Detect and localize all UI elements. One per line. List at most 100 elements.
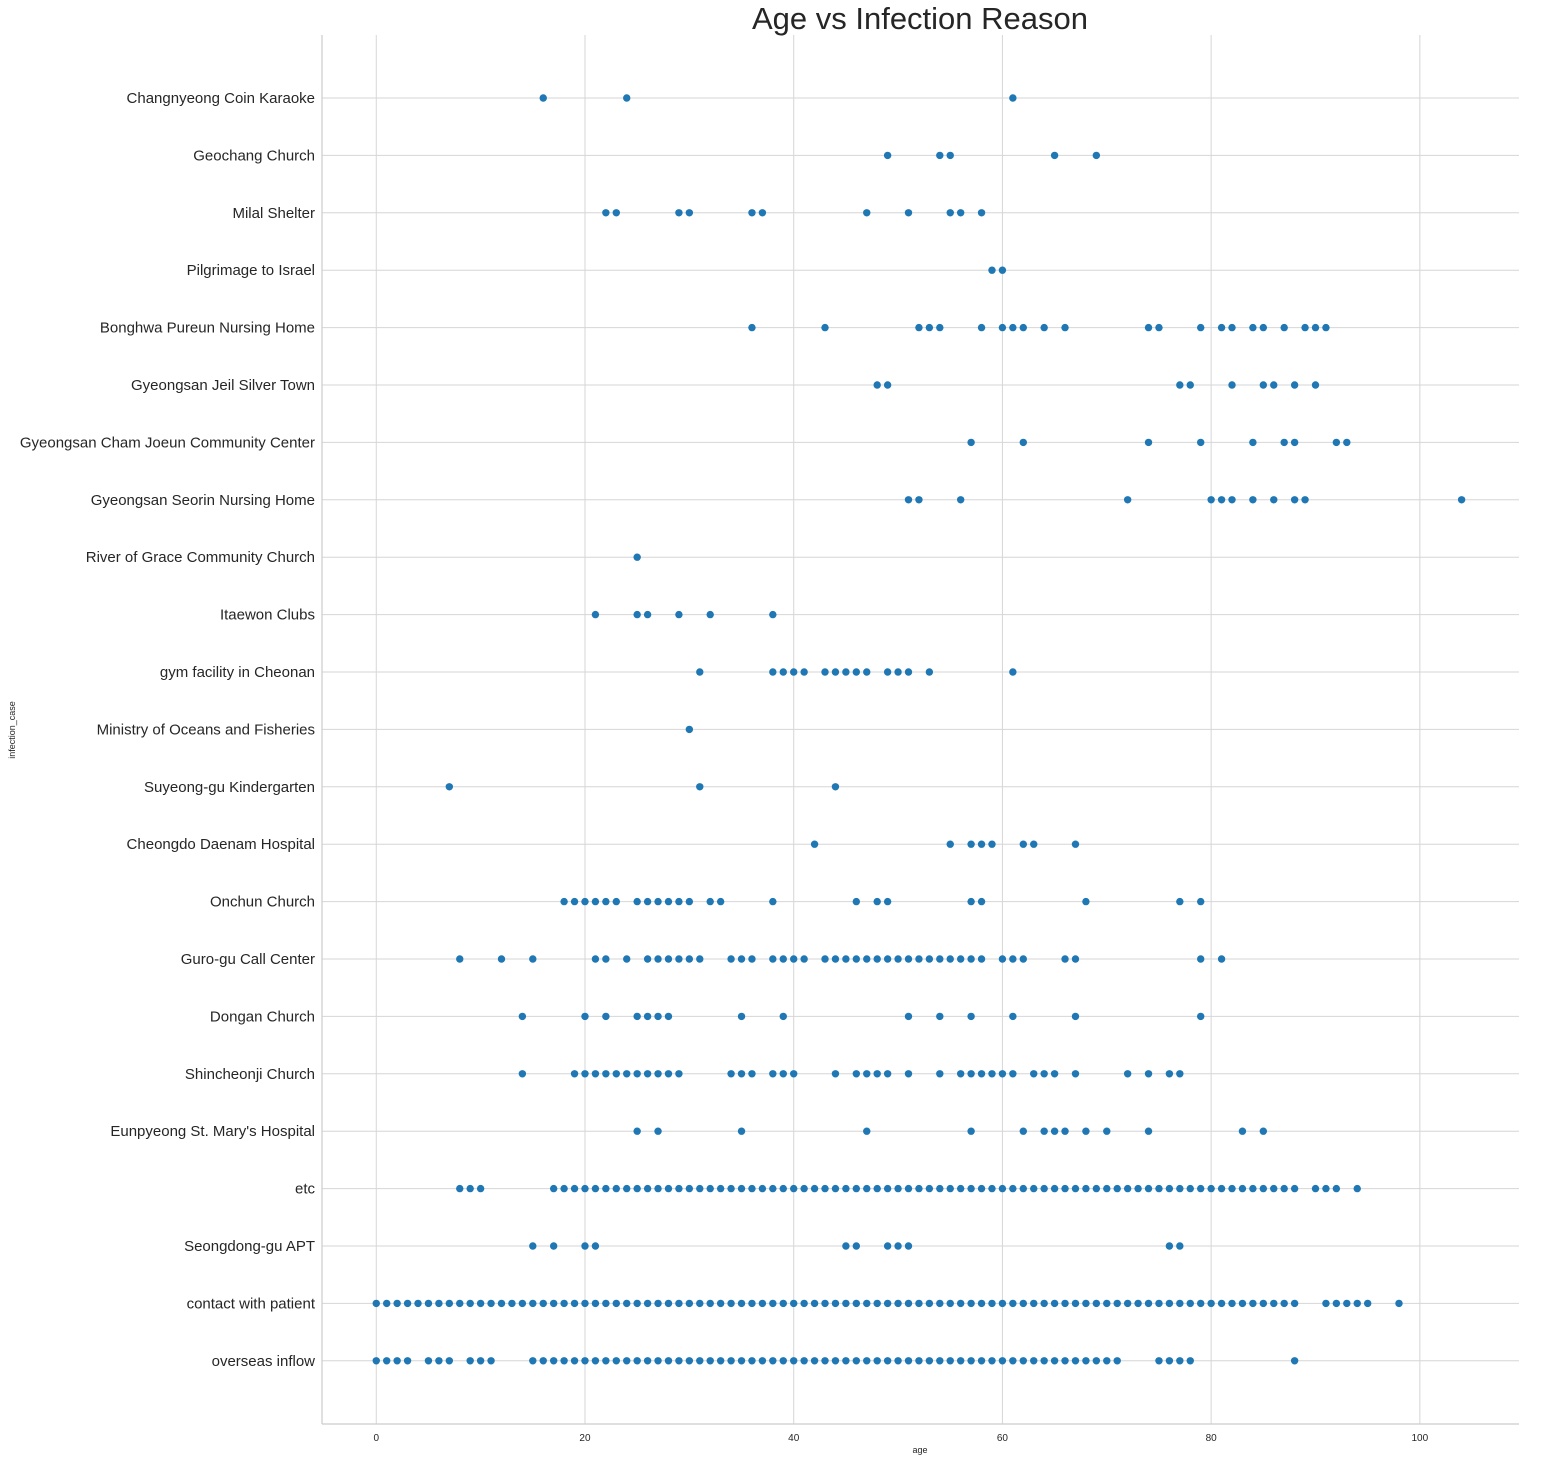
data-point bbox=[393, 1299, 401, 1308]
data-point bbox=[1270, 1184, 1278, 1193]
data-point bbox=[956, 209, 965, 217]
data-point bbox=[946, 955, 954, 963]
data-point bbox=[612, 897, 620, 906]
data-point bbox=[842, 1184, 850, 1193]
data-point bbox=[591, 1242, 600, 1250]
data-point bbox=[560, 1184, 568, 1193]
data-point bbox=[831, 668, 840, 676]
data-point bbox=[737, 1357, 746, 1365]
x-tick-label: 0 bbox=[373, 1433, 379, 1444]
data-point bbox=[456, 955, 464, 963]
data-point bbox=[863, 955, 871, 963]
data-point bbox=[581, 1299, 589, 1308]
data-point bbox=[685, 897, 694, 906]
data-point bbox=[737, 1299, 746, 1308]
data-point bbox=[560, 1299, 568, 1308]
data-point bbox=[863, 209, 871, 217]
data-point bbox=[1113, 1299, 1121, 1308]
data-point bbox=[529, 1299, 537, 1308]
y-tick-label: Gyeongsan Seorin Nursing Home bbox=[91, 492, 315, 509]
grid-lines bbox=[322, 35, 1519, 1424]
data-point bbox=[1092, 1299, 1101, 1308]
data-point bbox=[769, 1070, 777, 1078]
data-point bbox=[643, 1012, 652, 1021]
data-point bbox=[643, 1357, 652, 1365]
data-point bbox=[1009, 1299, 1017, 1308]
data-point bbox=[1270, 496, 1278, 504]
data-point bbox=[1144, 323, 1153, 332]
data-point bbox=[383, 1299, 391, 1308]
data-point bbox=[852, 668, 861, 676]
data-point bbox=[863, 1299, 871, 1308]
data-point bbox=[904, 1242, 913, 1250]
data-point bbox=[383, 1357, 391, 1365]
data-point bbox=[1113, 1184, 1121, 1193]
data-point bbox=[852, 1242, 861, 1250]
data-point bbox=[842, 1357, 850, 1365]
data-point bbox=[445, 1299, 454, 1308]
data-point bbox=[1280, 1299, 1288, 1308]
data-point bbox=[737, 955, 746, 963]
data-point bbox=[977, 209, 986, 217]
data-point bbox=[1311, 323, 1320, 332]
data-point bbox=[852, 897, 861, 906]
y-tick-label: etc bbox=[295, 1181, 316, 1198]
data-point bbox=[1082, 1299, 1090, 1308]
data-point bbox=[1030, 1299, 1038, 1308]
data-point bbox=[591, 897, 600, 906]
data-point bbox=[936, 323, 944, 332]
x-tick-label: 100 bbox=[1412, 1433, 1429, 1444]
x-tick-label: 40 bbox=[788, 1433, 800, 1444]
y-tick-label: Onchun Church bbox=[210, 894, 315, 911]
data-point bbox=[1040, 1184, 1048, 1193]
data-point bbox=[706, 1357, 714, 1365]
data-point bbox=[1009, 1357, 1017, 1365]
data-point bbox=[1165, 1070, 1174, 1078]
data-point bbox=[1290, 1357, 1299, 1365]
data-point bbox=[518, 1070, 527, 1078]
data-point bbox=[1019, 1127, 1027, 1135]
data-point bbox=[977, 1357, 986, 1365]
data-point bbox=[1061, 1127, 1069, 1135]
data-point bbox=[581, 1070, 589, 1078]
data-point bbox=[873, 1184, 881, 1193]
data-point bbox=[967, 438, 975, 447]
data-point bbox=[1322, 1184, 1330, 1193]
data-point bbox=[779, 955, 787, 963]
data-point bbox=[977, 897, 986, 906]
data-point bbox=[790, 1299, 798, 1308]
data-point bbox=[1144, 1184, 1153, 1193]
data-point bbox=[1259, 323, 1268, 332]
x-tick-label: 20 bbox=[579, 1433, 591, 1444]
y-tick-label: Milal Shelter bbox=[232, 205, 315, 222]
data-point bbox=[675, 897, 683, 906]
data-point bbox=[549, 1242, 558, 1250]
data-point bbox=[873, 1357, 881, 1365]
data-point bbox=[518, 1012, 527, 1021]
data-point bbox=[664, 955, 673, 963]
data-point bbox=[570, 1070, 579, 1078]
data-point bbox=[1071, 1012, 1080, 1021]
data-point bbox=[435, 1357, 443, 1365]
data-point bbox=[1186, 381, 1194, 389]
data-point bbox=[1082, 897, 1090, 906]
data-point bbox=[529, 1242, 537, 1250]
data-point bbox=[1092, 1184, 1101, 1193]
data-point bbox=[1113, 1357, 1121, 1365]
data-point bbox=[748, 1299, 756, 1308]
data-point bbox=[643, 1070, 652, 1078]
data-point bbox=[424, 1357, 433, 1365]
data-point bbox=[612, 1299, 620, 1308]
data-point bbox=[623, 955, 631, 963]
data-point bbox=[591, 955, 600, 963]
y-tick-label: Guro-gu Call Center bbox=[181, 951, 315, 968]
data-point bbox=[1040, 323, 1048, 332]
data-point bbox=[1259, 1127, 1268, 1135]
data-point bbox=[1144, 1070, 1153, 1078]
data-point bbox=[967, 1012, 975, 1021]
data-point bbox=[696, 955, 704, 963]
data-point bbox=[612, 209, 620, 217]
data-point bbox=[1290, 496, 1299, 504]
data-point bbox=[602, 1357, 610, 1365]
data-point bbox=[1197, 1184, 1205, 1193]
